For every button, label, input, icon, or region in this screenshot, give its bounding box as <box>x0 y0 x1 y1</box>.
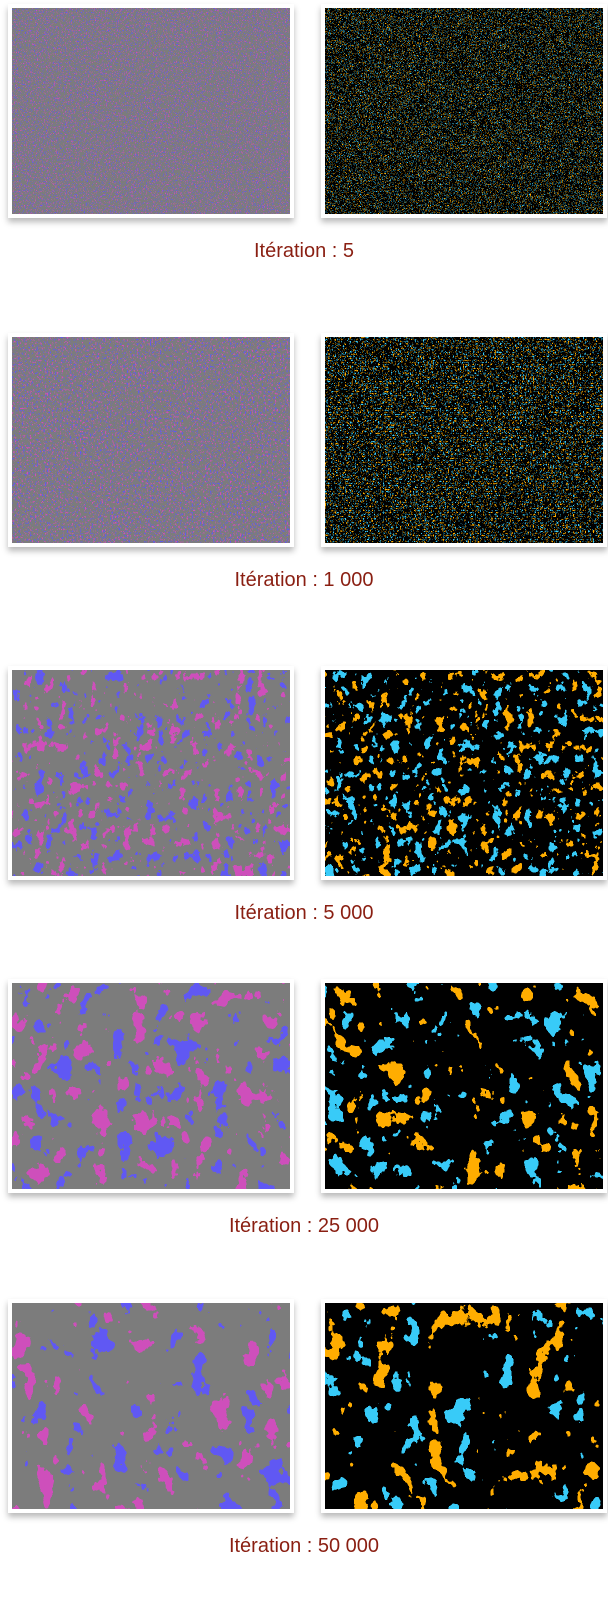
left-simulation-image <box>8 4 294 218</box>
iteration-caption: Itération : 25 000 <box>228 1215 380 1237</box>
lattice-view <box>12 8 290 214</box>
left-simulation-image <box>8 979 294 1193</box>
iteration-caption: Itération : 50 000 <box>228 1535 380 1557</box>
iteration-caption: Itération : 5 <box>253 240 355 262</box>
right-simulation-image <box>321 1299 607 1513</box>
lattice-texture <box>325 670 603 876</box>
left-simulation-image <box>8 666 294 880</box>
lattice-view <box>12 1303 290 1509</box>
left-simulation-image <box>8 333 294 547</box>
iteration-row <box>0 979 608 1279</box>
lattice-view <box>325 670 603 876</box>
iteration-row <box>0 4 608 304</box>
lattice-texture <box>12 670 290 876</box>
lattice-texture <box>12 983 290 1189</box>
lattice-view <box>325 1303 603 1509</box>
lattice-texture <box>12 337 290 543</box>
lattice-texture <box>325 8 603 214</box>
lattice-view <box>325 337 603 543</box>
lattice-texture <box>325 1303 603 1509</box>
right-simulation-image <box>321 333 607 547</box>
lattice-texture <box>325 983 603 1189</box>
right-simulation-image <box>321 666 607 880</box>
lattice-view <box>12 983 290 1189</box>
iteration-row <box>0 333 608 633</box>
left-simulation-image <box>8 1299 294 1513</box>
lattice-view <box>12 337 290 543</box>
iteration-caption: Itération : 1 000 <box>234 569 374 591</box>
lattice-texture <box>325 337 603 543</box>
right-simulation-image <box>321 979 607 1193</box>
iteration-row <box>0 1299 608 1599</box>
lattice-view <box>325 983 603 1189</box>
lattice-texture <box>12 8 290 214</box>
figure: Itération : 5 Itération : 1 000 Itération … <box>0 4 608 1557</box>
right-simulation-image <box>321 4 607 218</box>
lattice-texture <box>12 1303 290 1509</box>
lattice-view <box>12 670 290 876</box>
iteration-caption: Itération : 5 000 <box>234 902 374 924</box>
lattice-view <box>325 8 603 214</box>
iteration-row <box>0 666 608 966</box>
